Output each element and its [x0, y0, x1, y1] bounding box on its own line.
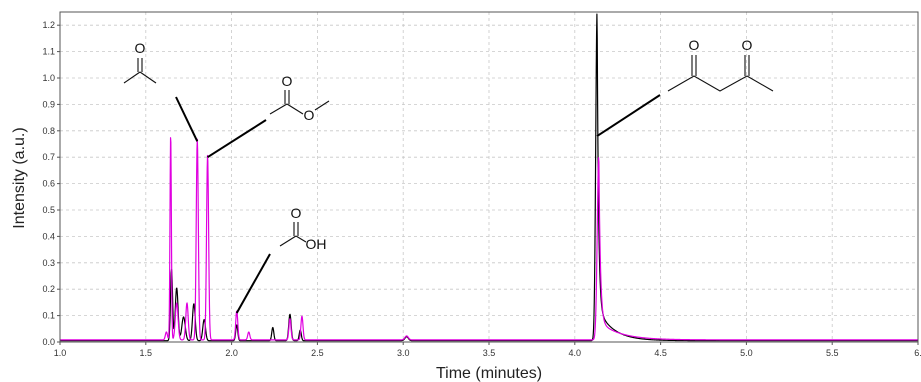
y-tick-label: 0.9: [42, 99, 55, 109]
y-tick-label: 0.0: [42, 337, 55, 347]
y-axis-ticks: 0.0 0.1 0.2 0.3 0.4 0.5 0.6 0.7 0.8 0.9 1.0 1.1 1.2: [42, 20, 60, 347]
y-tick-label: 0.6: [42, 179, 55, 189]
series-layer: [59, 13, 919, 342]
y-tick-label: 0.4: [42, 231, 55, 241]
x-tick-label: 1.0: [54, 348, 67, 358]
y-tick-label: 0.3: [42, 258, 55, 268]
x-tick-label: 5.0: [740, 348, 753, 358]
x-tick-label: 6.: [914, 348, 921, 358]
methyl-acetate-leader-line: [207, 119, 267, 159]
x-tick-label: 3.5: [483, 348, 496, 358]
acetylacetone-oxygen-2-label: O: [742, 37, 753, 53]
acetylacetone-oxygen-1-label: O: [689, 37, 700, 53]
y-tick-label: 0.5: [42, 205, 55, 215]
magenta-trace: [59, 137, 919, 341]
x-tick-label: 4.5: [654, 348, 667, 358]
y-tick-label: 0.8: [42, 126, 55, 136]
x-axis-ticks: 1.0 1.5 2.0 2.5 3.0 3.5 4.0 4.5 5.0 5.5 6.: [54, 342, 921, 358]
y-axis-title: Intensity (a.u.): [11, 127, 28, 228]
y-tick-label: 1.1: [42, 47, 55, 57]
methyl-acetate-structure: O O: [269, 73, 330, 123]
y-tick-label: 1.2: [42, 20, 55, 30]
acetone-leader-line: [175, 96, 199, 142]
x-tick-label: 3.0: [397, 348, 410, 358]
acetic-acid-structure: O OH: [279, 205, 327, 252]
y-tick-label: 0.1: [42, 311, 55, 321]
methyl-acetate-carbonyl-label: O: [282, 73, 293, 89]
acetone-oxygen-label: O: [135, 40, 146, 56]
acetylacetone-leader-line: [596, 94, 661, 137]
acetone-structure: O: [123, 40, 157, 84]
acetic-acid-leader-line: [235, 253, 271, 314]
x-axis-title: Time (minutes): [436, 365, 542, 382]
acetic-acid-hydroxyl-label: OH: [306, 236, 327, 252]
x-tick-label: 5.5: [826, 348, 839, 358]
methyl-acetate-ether-label: O: [304, 107, 315, 123]
x-tick-label: 2.0: [225, 348, 238, 358]
x-tick-label: 1.5: [140, 348, 153, 358]
acetic-acid-carbonyl-label: O: [291, 205, 302, 221]
grid-lines: [60, 12, 918, 342]
black-trace: [59, 13, 919, 342]
y-tick-label: 1.0: [42, 73, 55, 83]
x-tick-label: 2.5: [311, 348, 324, 358]
y-tick-label: 0.2: [42, 284, 55, 294]
x-tick-label: 4.0: [569, 348, 582, 358]
acetylacetone-structure: O O: [667, 37, 774, 92]
y-tick-label: 0.7: [42, 152, 55, 162]
